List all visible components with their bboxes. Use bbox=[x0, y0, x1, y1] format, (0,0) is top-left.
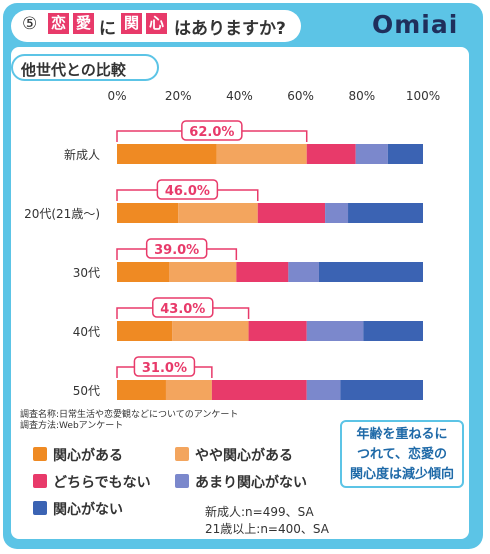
bar-segment-1-2 bbox=[257, 203, 326, 223]
category-label-3: 40代 bbox=[73, 325, 100, 339]
question-kanji-2: 愛 bbox=[73, 13, 94, 34]
bar-segment-0-0 bbox=[117, 144, 217, 164]
annotation-box-4 bbox=[133, 356, 196, 377]
bar-segment-3-0 bbox=[117, 321, 173, 341]
subtitle-text: 他世代との比較 bbox=[21, 61, 126, 79]
legend-label-2: どちらでもない bbox=[53, 475, 151, 491]
question-tail: はありますか? bbox=[174, 19, 286, 39]
legend-swatch-3 bbox=[175, 474, 189, 488]
bar-segment-0-3 bbox=[355, 144, 388, 164]
callout-line-1: 年齢を重ねるに bbox=[356, 427, 448, 442]
legend-label-3: あまり関心がない bbox=[195, 475, 307, 491]
trend-callout: 年齢を重ねるに つれて、恋愛の 関心度は減少傾向 bbox=[340, 420, 464, 488]
x-tick-label-5: 100% bbox=[406, 89, 440, 103]
annotation-label-2: 39.0% bbox=[154, 243, 199, 258]
bar-segment-4-3 bbox=[306, 380, 341, 400]
brand-logo: Omiai bbox=[372, 10, 459, 39]
legend-label-0: 関心がある bbox=[53, 448, 123, 464]
annotation-label-3: 43.0% bbox=[160, 302, 205, 317]
bar-segment-4-2 bbox=[211, 380, 307, 400]
bar-segment-1-3 bbox=[325, 203, 349, 223]
question-particle: に bbox=[99, 19, 116, 39]
question-kanji-3: 関 bbox=[121, 13, 142, 34]
bar-segment-4-1 bbox=[165, 380, 212, 400]
category-label-0: 新成人 bbox=[64, 147, 100, 162]
annotation-label-0: 62.0% bbox=[189, 125, 234, 140]
annotation-label-1: 46.0% bbox=[165, 184, 210, 199]
bar-segment-4-0 bbox=[117, 380, 166, 400]
annotation-box-2 bbox=[145, 238, 208, 259]
question-number: ⑤ bbox=[22, 14, 38, 34]
bar-segment-2-1 bbox=[169, 262, 237, 282]
callout-line-2: つれて、恋愛の bbox=[357, 447, 447, 462]
sample-size-over-21: 21歳以上:n=400、SA bbox=[205, 522, 329, 536]
question-kanji-1: 恋 bbox=[48, 13, 69, 34]
x-tick-label-0: 0% bbox=[107, 89, 126, 103]
bar-segment-2-4 bbox=[318, 262, 423, 282]
annotation-label-4: 31.0% bbox=[142, 361, 187, 376]
bar-segment-3-2 bbox=[248, 321, 307, 341]
sample-size-new-adults: 新成人:n=499、SA bbox=[205, 505, 314, 519]
subtitle-tag: 他世代との比較 bbox=[11, 54, 159, 81]
bar-segment-3-1 bbox=[172, 321, 249, 341]
bar-segment-0-1 bbox=[216, 144, 307, 164]
x-tick-label-4: 80% bbox=[348, 89, 375, 103]
survey-name-note: 調査名称:日常生活や恋愛観などについてのアンケート bbox=[20, 410, 239, 420]
x-tick-label-1: 20% bbox=[165, 89, 192, 103]
category-label-1: 20代(21歳〜) bbox=[24, 207, 100, 221]
question-kanji-4: 心 bbox=[146, 13, 167, 34]
bar-segment-3-3 bbox=[306, 321, 364, 341]
legend-swatch-0 bbox=[33, 447, 47, 461]
annotation-box-0 bbox=[181, 120, 243, 141]
bar-segment-3-4 bbox=[363, 321, 423, 341]
bar-segment-0-2 bbox=[306, 144, 356, 164]
bar-segment-1-4 bbox=[348, 203, 423, 223]
x-tick-label-2: 40% bbox=[226, 89, 253, 103]
callout-line-3: 関心度は減少傾向 bbox=[349, 467, 454, 482]
bar-segment-2-2 bbox=[236, 262, 289, 282]
stacked-bar-chart: 0% 20% 40% 60% 80% 100% 新成人 62.0% 20代(21歳〜) 46.0%… bbox=[24, 89, 440, 400]
bar-segment-1-1 bbox=[178, 203, 258, 223]
category-label-2: 30代 bbox=[73, 266, 100, 280]
bar-segment-1-0 bbox=[117, 203, 179, 223]
legend-swatch-1 bbox=[175, 447, 189, 461]
bar-segment-4-4 bbox=[340, 380, 423, 400]
legend-label-1: やや関心がある bbox=[195, 448, 293, 464]
bar-segment-0-4 bbox=[387, 144, 423, 164]
legend-label-4: 関心がない bbox=[53, 502, 123, 518]
bar-segment-2-3 bbox=[288, 262, 319, 282]
survey-method-note: 調査方法:Webアンケート bbox=[20, 421, 124, 431]
x-tick-label-3: 60% bbox=[287, 89, 314, 103]
annotation-box-3 bbox=[152, 297, 214, 318]
annotation-box-1 bbox=[156, 179, 219, 200]
bar-segment-2-0 bbox=[117, 262, 170, 282]
legend-swatch-4 bbox=[33, 501, 47, 515]
category-label-4: 50代 bbox=[73, 384, 100, 398]
legend-swatch-2 bbox=[33, 474, 47, 488]
